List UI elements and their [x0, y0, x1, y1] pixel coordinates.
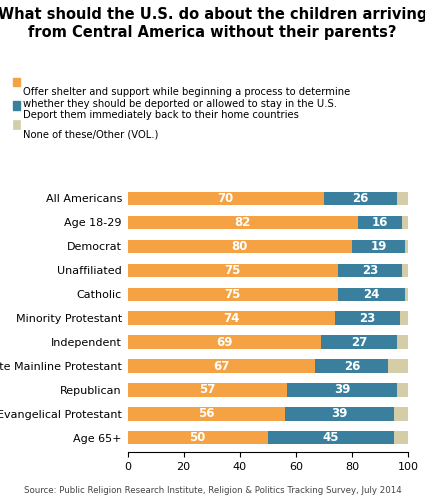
Bar	[128, 408, 285, 420]
Bar	[324, 192, 397, 205]
Text: 39: 39	[331, 408, 348, 420]
Bar	[128, 383, 287, 397]
Bar	[128, 335, 321, 348]
Bar	[128, 359, 408, 373]
Text: 26: 26	[352, 192, 368, 205]
Bar	[338, 263, 402, 277]
Text: None of these/Other (VOL.): None of these/Other (VOL.)	[23, 129, 159, 139]
Text: 19: 19	[370, 240, 387, 252]
Text: 75: 75	[224, 288, 241, 301]
Text: 69: 69	[216, 335, 232, 348]
Bar	[357, 216, 402, 229]
Bar	[128, 216, 408, 229]
Bar	[128, 312, 335, 325]
Text: What should the U.S. do about the children arriving
from Central America without: What should the U.S. do about the childr…	[0, 7, 425, 40]
Bar	[128, 431, 268, 444]
Bar	[315, 359, 388, 373]
Text: 50: 50	[190, 431, 206, 444]
Bar	[128, 263, 338, 277]
Bar	[128, 240, 408, 253]
Text: 27: 27	[351, 335, 367, 348]
Text: 23: 23	[362, 263, 378, 277]
Text: 57: 57	[199, 384, 215, 397]
Bar	[128, 383, 408, 397]
Text: Deport them immediately back to their home countries: Deport them immediately back to their ho…	[23, 110, 299, 120]
Text: 45: 45	[323, 431, 339, 444]
Bar	[321, 335, 397, 348]
Bar	[268, 431, 394, 444]
Text: 24: 24	[363, 288, 380, 301]
Bar	[128, 431, 408, 444]
Bar	[128, 408, 408, 420]
Text: 75: 75	[224, 263, 241, 277]
Bar	[128, 359, 315, 373]
Bar	[352, 240, 405, 253]
Text: 39: 39	[334, 384, 350, 397]
Text: 56: 56	[198, 408, 214, 420]
Bar	[128, 288, 338, 301]
Text: 26: 26	[344, 359, 360, 373]
Bar	[338, 288, 405, 301]
Text: 16: 16	[372, 216, 388, 229]
Text: 80: 80	[232, 240, 248, 252]
Text: 23: 23	[359, 312, 375, 325]
Bar	[335, 312, 400, 325]
Bar	[128, 288, 408, 301]
Text: 74: 74	[223, 312, 239, 325]
Bar	[287, 383, 397, 397]
Bar	[128, 312, 408, 325]
Bar	[128, 216, 357, 229]
Bar	[128, 240, 352, 253]
Text: Source: Public Religion Research Institute, Religion & Politics Tracking Survey,: Source: Public Religion Research Institu…	[24, 486, 401, 495]
Bar	[128, 263, 408, 277]
Bar	[128, 335, 408, 348]
Text: Offer shelter and support while beginning a process to determine
whether they sh: Offer shelter and support while beginnin…	[23, 87, 351, 108]
Text: 82: 82	[234, 216, 251, 229]
Bar	[285, 408, 394, 420]
Bar	[128, 192, 324, 205]
Bar	[128, 192, 408, 205]
Text: 70: 70	[218, 192, 234, 205]
Text: 67: 67	[213, 359, 230, 373]
